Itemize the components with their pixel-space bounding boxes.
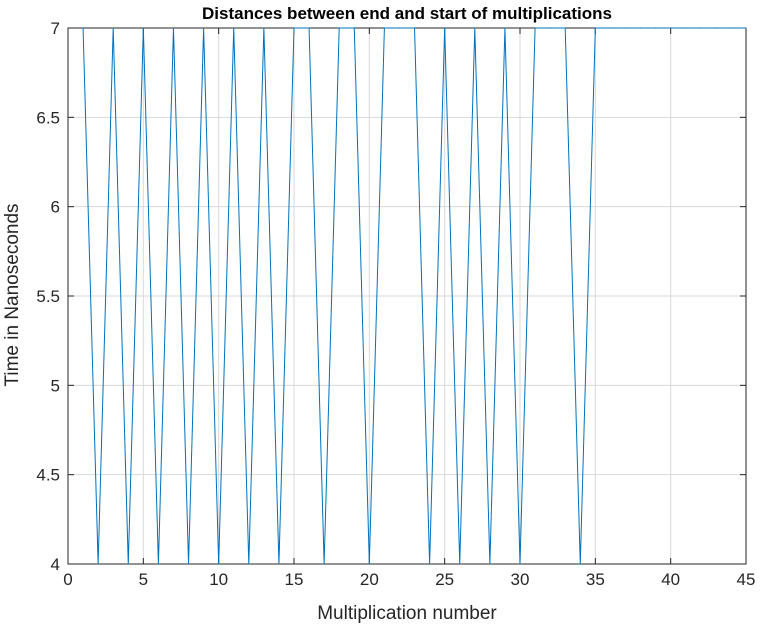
x-tick-label: 20 [360,570,379,589]
y-tick-label: 4 [51,555,60,574]
data-point [609,27,612,29]
data-point [594,27,596,29]
data-point [459,563,461,565]
data-point [504,27,506,29]
y-tick-label: 5.5 [36,287,60,306]
data-point [278,563,280,565]
y-tick-label: 4.5 [36,466,60,485]
y-tick-label: 5 [51,376,60,395]
data-point [745,27,747,29]
data-point [730,27,732,29]
data-point [534,27,536,29]
data-point [203,27,205,29]
data-point [142,27,144,29]
data-point [218,563,220,565]
x-tick-label: 5 [139,570,148,589]
data-point [489,563,491,565]
data-point [293,27,295,29]
data-point [353,27,355,29]
data-point [685,27,687,29]
data-point [398,27,401,29]
y-tick-label: 6.5 [36,108,60,127]
series-layer [82,27,747,565]
data-point [172,27,175,29]
x-tick-label: 25 [435,570,454,589]
data-point [429,563,431,565]
data-point [263,27,265,29]
data-point [413,27,416,29]
data-point [323,563,325,565]
data-point [112,27,114,29]
data-point [82,27,84,29]
data-point [700,27,702,29]
data-point [127,563,129,565]
data-point [338,27,340,29]
data-point [444,27,446,29]
data-point [670,27,672,29]
data-point [579,563,581,565]
y-axis-label: Time in Nanoseconds [2,203,23,386]
data-point [233,27,235,29]
data-point [639,27,642,29]
grid [67,27,747,565]
data-point [383,27,385,29]
y-tick-label: 7 [51,19,60,38]
data-point [549,27,551,29]
data-point [564,27,566,29]
x-tick-label: 0 [63,570,72,589]
x-tick-label: 10 [209,570,228,589]
y-tick-label: 6 [51,198,60,217]
x-tick-label: 15 [285,570,304,589]
data-point [308,27,310,29]
x-axis-label: Multiplication number [317,603,497,624]
data-point [715,27,717,29]
data-point [519,563,521,565]
data-point [248,563,250,565]
x-tick-label: 35 [586,570,605,589]
data-point [474,27,476,29]
chart-title: Distances between end and start of multi… [202,4,612,23]
data-point [157,563,159,565]
data-point [97,563,99,565]
x-tick-label: 30 [511,570,530,589]
x-tick-label: 40 [661,570,680,589]
data-point [187,563,190,565]
data-point [624,27,627,29]
data-point [655,27,657,29]
ticks: 0 5 10 15 20 25 30 35 40 45 4 4.5 5 5.5 6 6.5 7 [36,19,755,589]
x-tick-label: 45 [737,570,756,589]
data-point [368,563,370,565]
